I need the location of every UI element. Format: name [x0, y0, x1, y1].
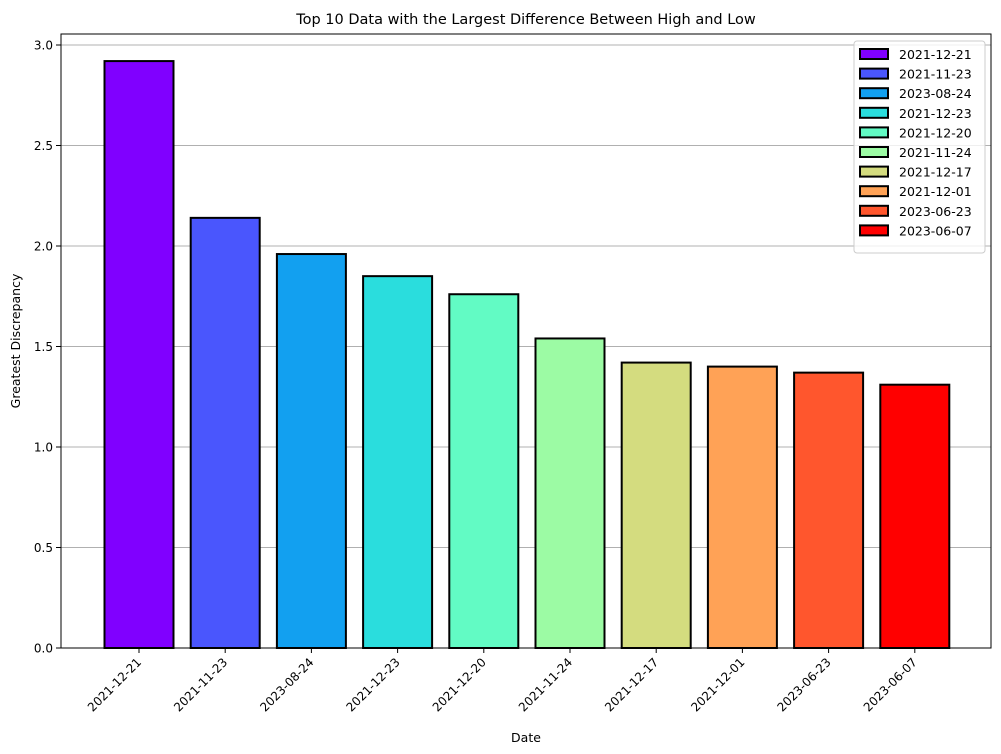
legend-label: 2021-12-20 — [899, 125, 972, 140]
legend-label: 2023-06-07 — [899, 223, 972, 238]
legend-swatch — [859, 48, 889, 60]
legend-label: 2023-08-24 — [899, 86, 972, 101]
legend-swatch — [859, 224, 889, 237]
bars — [103, 60, 951, 650]
x-tick-label: 2023-06-23 — [775, 655, 834, 714]
y-tick-label: 0.0 — [34, 642, 53, 656]
x-axis-label: Date — [511, 730, 541, 745]
y-axis-label: Greatest Discrepancy — [8, 273, 23, 408]
y-axis-ticks: 0.0 0.5 1.0 1.5 2.0 2.5 3.0 — [34, 39, 61, 656]
x-tick-label: 2023-08-24 — [257, 655, 316, 714]
bar — [448, 293, 520, 649]
y-tick-label: 2.0 — [34, 240, 53, 254]
bar — [103, 60, 175, 649]
x-tick-label: 2021-12-17 — [602, 655, 661, 714]
legend-label: 2021-12-01 — [899, 184, 972, 199]
legend-label: 2021-12-23 — [899, 106, 972, 121]
bar — [879, 383, 951, 649]
x-tick-label: 2023-06-07 — [861, 655, 920, 714]
bar — [362, 275, 434, 649]
bar — [189, 216, 261, 650]
plot-frame — [60, 33, 992, 649]
x-tick-label: 2021-11-23 — [171, 655, 230, 714]
legend-swatch — [859, 87, 889, 100]
legend-swatch — [859, 165, 889, 178]
legend-swatch — [859, 126, 889, 139]
legend: 2021-12-21 2021-11-23 2023-08-24 2021-12-23… — [853, 40, 986, 254]
legend-label: 2021-12-21 — [899, 47, 972, 62]
legend-label: 2021-11-23 — [899, 67, 972, 82]
legend-label: 2023-06-23 — [899, 204, 972, 219]
chart-title: Top 10 Data with the Largest Difference … — [295, 12, 756, 28]
x-tick-label: 2021-12-01 — [688, 655, 747, 714]
x-tick-label: 2021-12-20 — [430, 655, 489, 714]
legend-label: 2021-11-24 — [899, 145, 972, 160]
x-tick-label: 2021-11-24 — [516, 655, 575, 714]
x-tick-label: 2021-12-23 — [344, 655, 403, 714]
bar — [706, 365, 778, 649]
y-tick-label: 1.0 — [34, 441, 53, 455]
legend-label: 2021-12-17 — [899, 165, 972, 180]
y-tick-label: 0.5 — [34, 541, 53, 555]
bar — [275, 253, 347, 649]
bar — [534, 337, 606, 649]
bar — [620, 361, 692, 649]
y-tick-label: 1.5 — [34, 340, 53, 354]
legend-swatch — [859, 185, 889, 198]
legend-swatch — [859, 67, 889, 80]
x-tick-label: 2021-12-21 — [85, 655, 144, 714]
legend-swatch — [859, 106, 889, 119]
x-axis-ticks: 2021-12-21 2021-11-23 2023-08-24 2021-12-23… — [85, 648, 920, 714]
legend-swatch — [859, 146, 889, 158]
bar — [793, 371, 865, 649]
legend-swatch — [859, 204, 889, 217]
y-tick-label: 3.0 — [34, 39, 53, 53]
y-tick-label: 2.5 — [34, 139, 53, 153]
